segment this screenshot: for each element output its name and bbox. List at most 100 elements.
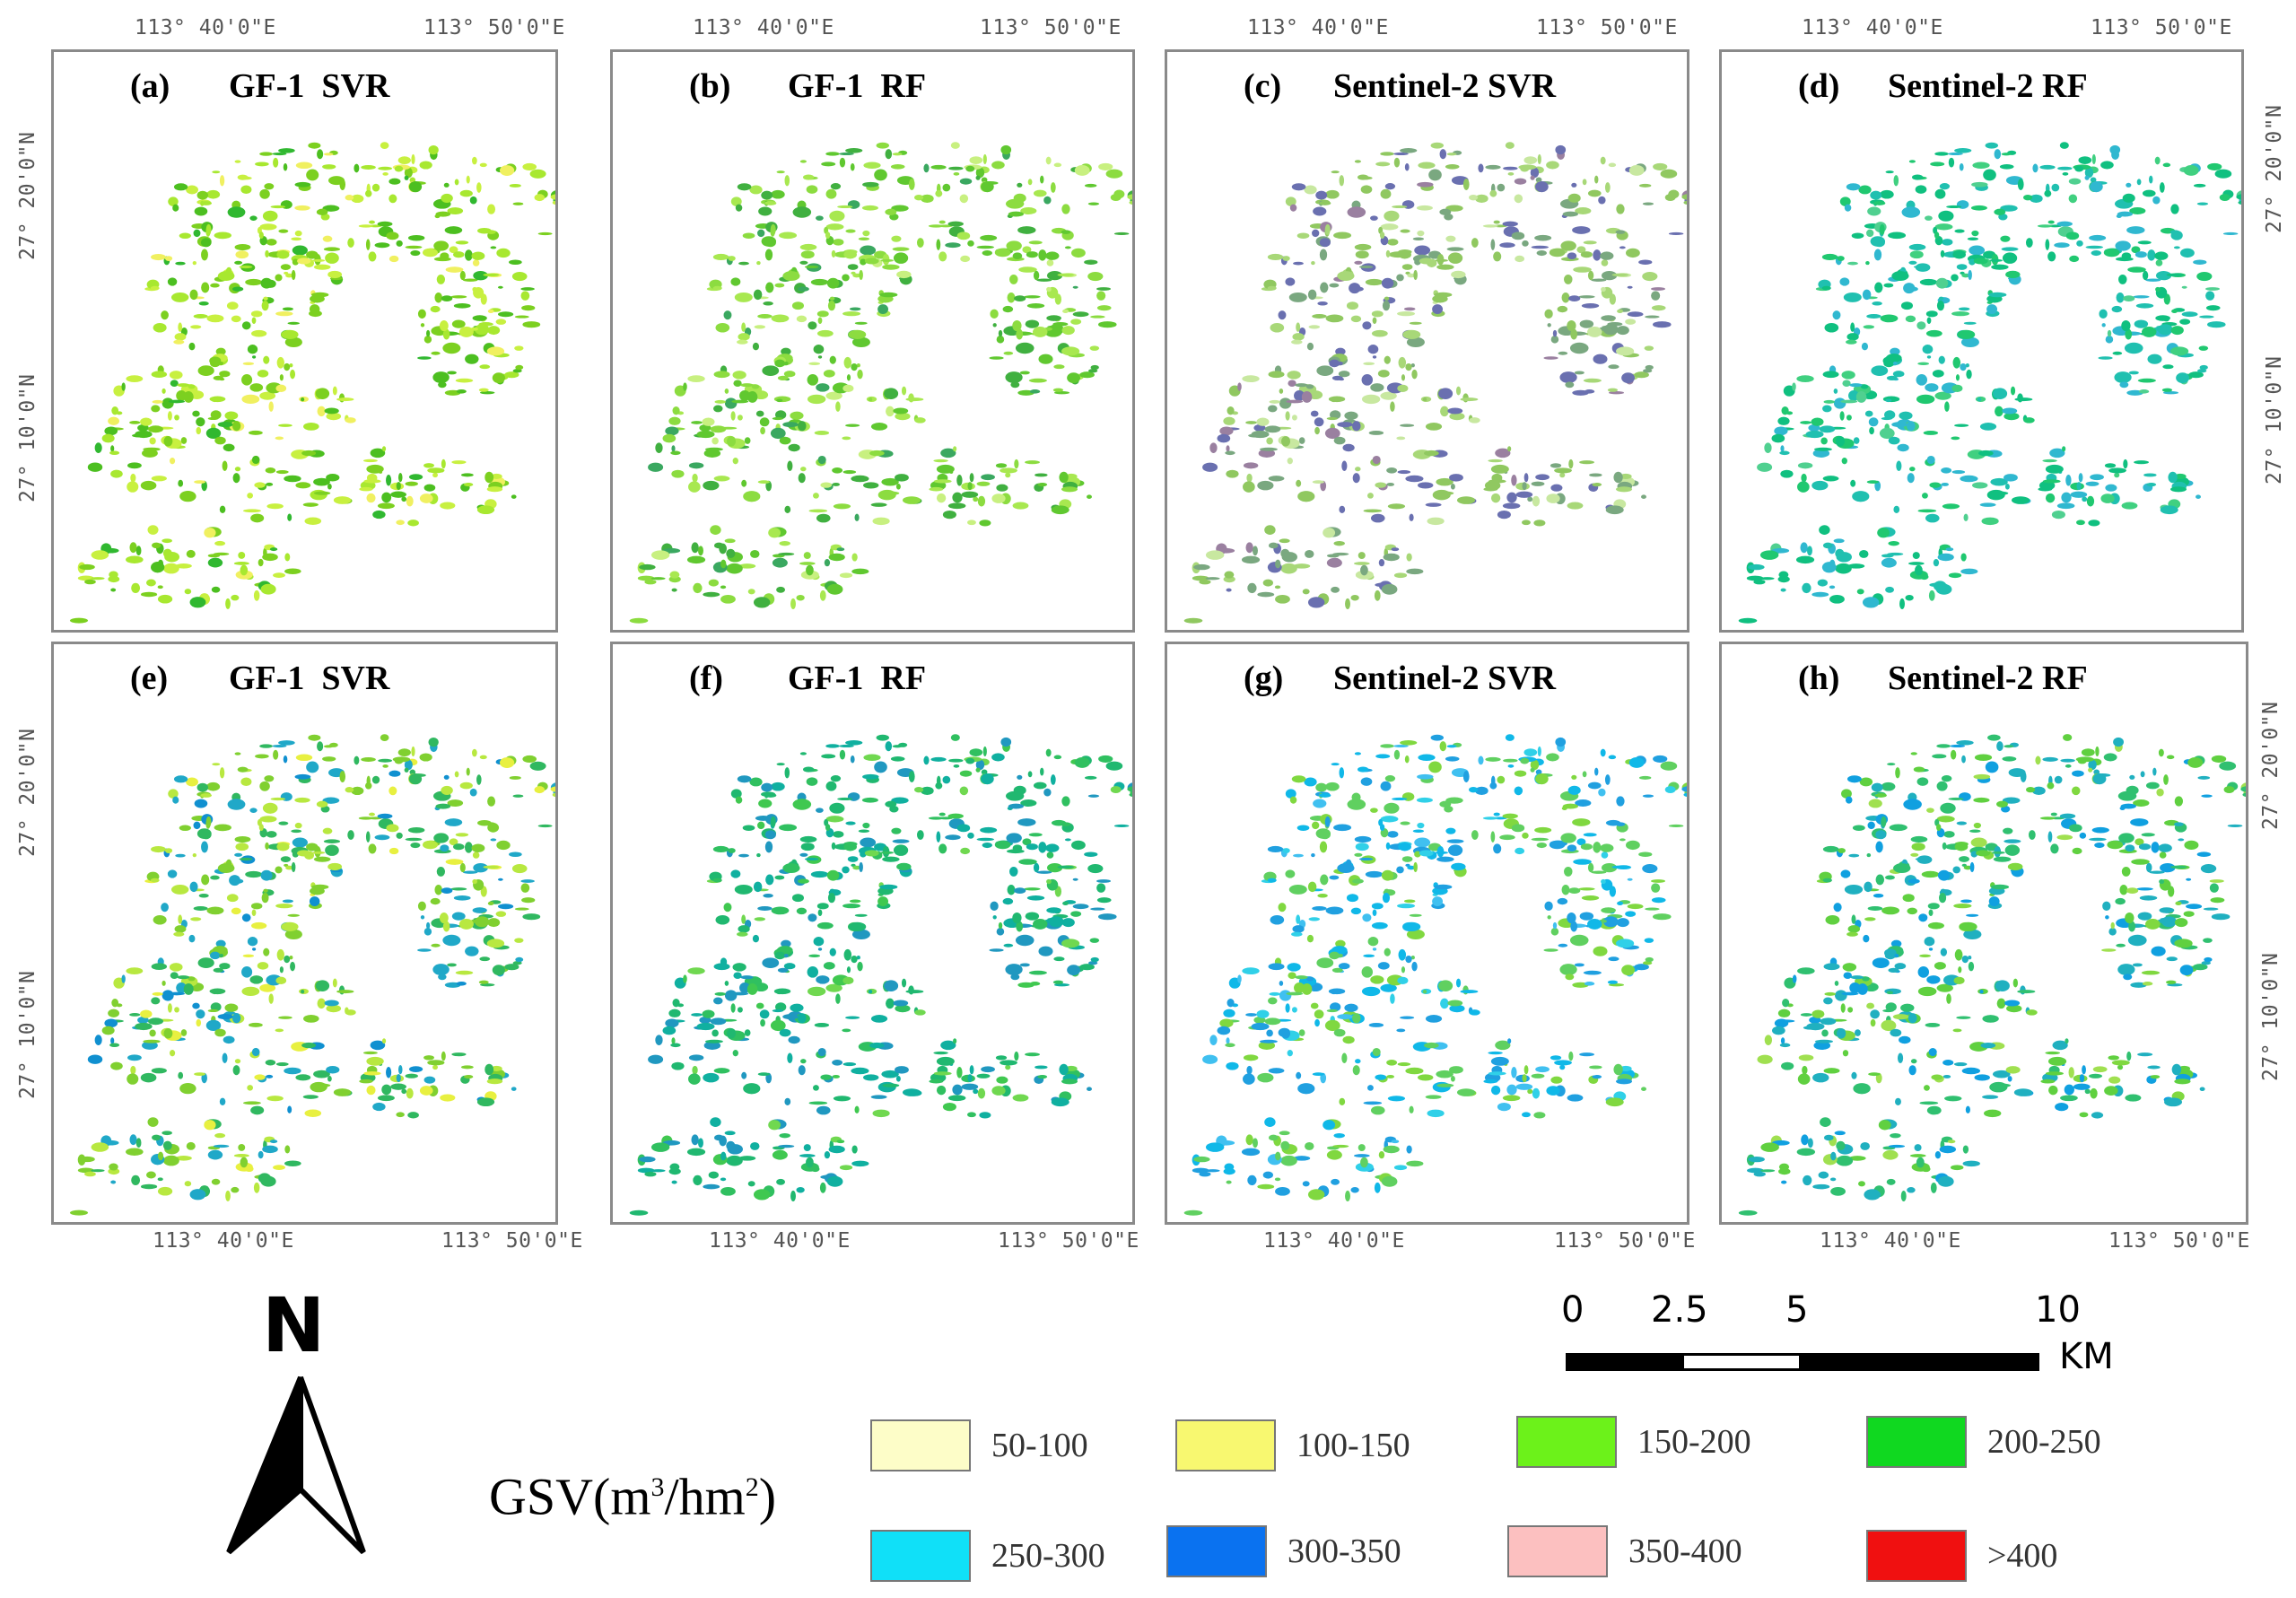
forest-patch [196,1018,202,1027]
forest-patch [810,278,829,286]
forest-patch [1012,1094,1029,1102]
forest-patch [953,1038,957,1044]
forest-patch [1885,398,1892,403]
forest-patch [1401,374,1406,381]
forest-patch [1329,951,1340,960]
forest-patch [1291,183,1306,191]
forest-patch [180,437,188,444]
forest-patch [1616,326,1629,336]
forest-patch [2126,887,2139,894]
forest-patch [465,354,479,364]
forest-patch [1575,207,1592,214]
forest-patch [1515,491,1533,498]
forest-patch [2017,990,2036,994]
forest-patch [2014,397,2033,402]
forest-patch [1952,1028,1962,1033]
forest-patch [1841,371,1855,380]
forest-patch [2223,786,2235,794]
forest-patch [1422,397,1427,402]
forest-patch [1797,1073,1811,1085]
forest-patch [710,1117,721,1127]
forest-patch [212,170,221,174]
forest-patch [1907,286,1918,292]
forest-patch [1087,794,1100,798]
forest-patch [2170,326,2184,336]
forest-patch [1862,289,1872,301]
forest-patch [851,568,869,575]
forest-patch [863,482,879,489]
forest-patch [959,178,973,185]
forest-patch [1298,1029,1305,1036]
forest-patch [1999,164,2014,170]
forest-patch [428,144,439,155]
forest-patch [232,473,240,484]
forest-patch [205,816,212,827]
forest-patch [914,417,926,424]
forest-patch [1372,947,1377,951]
forest-patch [1960,475,1978,483]
forest-patch [255,162,269,167]
forest-patch [1354,243,1372,251]
forest-patch [965,165,975,172]
forest-patch [1014,1051,1019,1061]
forest-patch [2174,1078,2191,1085]
forest-patch [936,831,941,843]
forest-patch [730,1003,736,1013]
forest-patch [1829,559,1836,569]
forest-patch [1552,921,1558,930]
forest-patch [870,1095,887,1099]
forest-patch [730,196,742,206]
forest-patch [1536,249,1548,257]
forest-patch [973,1088,979,1095]
forest-patch [479,162,487,168]
forest-patch [472,315,487,321]
forest-patch [1282,256,1290,261]
forest-patch [309,304,320,315]
forest-patch [1568,295,1581,301]
forest-patch [1940,802,1956,814]
forest-patch [280,856,292,862]
forest-patch [1012,844,1023,852]
forest-patch [313,477,330,486]
forest-patch [1363,362,1375,366]
forest-patch [490,246,497,249]
forest-patch [2057,166,2073,170]
forest-patch [1886,375,1898,380]
forest-patch [1329,359,1340,368]
forest-patch [1777,1009,1791,1017]
forest-patch [109,1163,118,1171]
forest-patch [1451,862,1466,871]
forest-patch [1823,399,1835,404]
forest-patch [210,951,221,960]
forest-patch [2045,493,2056,503]
forest-patch [2054,242,2070,249]
lat-label-left-e-bottom: 27° 10'0"N [16,970,39,1099]
forest-patch [1930,162,1945,167]
forest-patch [177,383,190,388]
forest-patch [851,553,858,562]
forest-patch [431,943,441,947]
forest-patch [2060,758,2075,763]
forest-patch [1098,755,1113,763]
forest-patch [1820,437,1828,445]
forest-patch [278,229,289,233]
forest-patch [410,249,421,257]
forest-patch [1224,1163,1235,1171]
forest-patch [850,162,855,171]
forest-patch [1824,323,1839,333]
forest-patch [714,399,726,404]
forest-patch [1417,181,1434,188]
forest-patch [847,264,859,270]
forest-patch [1917,986,1937,997]
forest-patch [380,142,389,149]
forest-patch [1641,494,1646,499]
forest-patch [1482,224,1498,228]
forest-patch [284,475,301,483]
forest-patch [450,887,467,891]
forest-patch [428,737,439,747]
forest-patch [975,767,981,773]
forest-patch [110,588,117,592]
forest-patch [1482,816,1498,820]
forest-patch [2154,251,2169,260]
forest-patch [1660,761,1678,771]
